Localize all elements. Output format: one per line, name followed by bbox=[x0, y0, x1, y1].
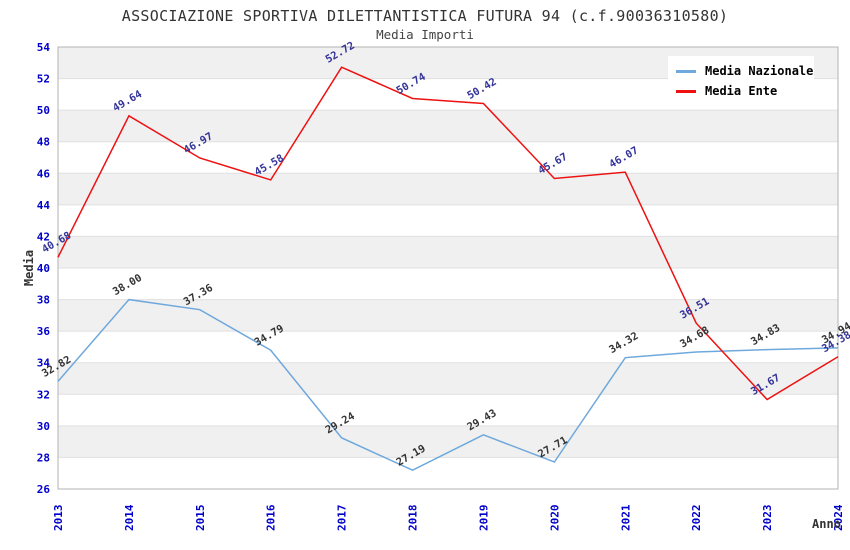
x-tick-label: 2020 bbox=[548, 505, 561, 532]
x-tick-label: 2015 bbox=[194, 505, 207, 532]
series-line-media-ente bbox=[57, 66, 839, 401]
y-tick-label: 44 bbox=[37, 199, 51, 212]
y-tick-label: 30 bbox=[37, 420, 50, 433]
plot-band bbox=[58, 299, 838, 332]
y-tick-label: 28 bbox=[37, 451, 50, 464]
x-tick-label: 2017 bbox=[336, 505, 349, 532]
legend-label: Media Ente bbox=[705, 84, 778, 98]
legend: Media Nazionale Media Ente bbox=[668, 56, 814, 106]
plot-band bbox=[58, 236, 838, 268]
y-tick-label: 46 bbox=[37, 167, 51, 180]
y-tick-label: 26 bbox=[37, 483, 51, 496]
chart-title: ASSOCIAZIONE SPORTIVA DILETTANTISTICA FU… bbox=[121, 7, 729, 25]
y-tick-label: 48 bbox=[37, 136, 50, 149]
y-tick-label: 52 bbox=[37, 73, 50, 86]
y-tick-label: 32 bbox=[37, 388, 50, 401]
point-label: 46.07 bbox=[607, 144, 640, 170]
y-tick-label: 38 bbox=[37, 294, 50, 307]
plot-border bbox=[57, 46, 839, 490]
legend-label: Media Nazionale bbox=[705, 64, 814, 78]
y-tick-label: 54 bbox=[37, 41, 51, 54]
legend-item-media-nazionale: Media Nazionale bbox=[676, 61, 814, 81]
plot-band bbox=[58, 362, 838, 395]
y-tick-label: 40 bbox=[37, 262, 50, 275]
media-nazionale-line-swatch-icon bbox=[676, 69, 696, 73]
y-tick-label: 50 bbox=[37, 104, 50, 117]
x-axis-label: Anno bbox=[812, 517, 841, 531]
x-tick-label: 2021 bbox=[619, 504, 632, 531]
x-tick-label: 2022 bbox=[690, 505, 703, 532]
y-tick-label: 36 bbox=[37, 325, 51, 338]
x-tick-label: 2016 bbox=[265, 504, 278, 531]
series-line-media-nazionale bbox=[57, 298, 839, 472]
x-tick-label: 2013 bbox=[52, 505, 65, 532]
x-tick-label: 2023 bbox=[761, 505, 774, 532]
x-tick-label: 2019 bbox=[477, 505, 490, 532]
legend-item-media-ente: Media Ente bbox=[676, 81, 814, 101]
y-axis-label: Media bbox=[22, 249, 36, 287]
y-tick-label: 42 bbox=[37, 230, 50, 243]
point-label: 38.00 bbox=[111, 272, 144, 298]
x-tick-label: 2018 bbox=[407, 505, 420, 532]
x-tick-label: 2014 bbox=[123, 504, 136, 531]
point-label: 34.32 bbox=[607, 330, 640, 356]
x-tick-label: 2024 bbox=[832, 504, 845, 531]
plot-band bbox=[58, 173, 838, 205]
y-tick-label: 34 bbox=[37, 357, 51, 370]
chart-subtitle: Media Importi bbox=[376, 27, 474, 42]
plot-band bbox=[58, 110, 838, 142]
point-label: 50.42 bbox=[465, 76, 498, 102]
media-ente-line-swatch-icon bbox=[676, 89, 696, 93]
